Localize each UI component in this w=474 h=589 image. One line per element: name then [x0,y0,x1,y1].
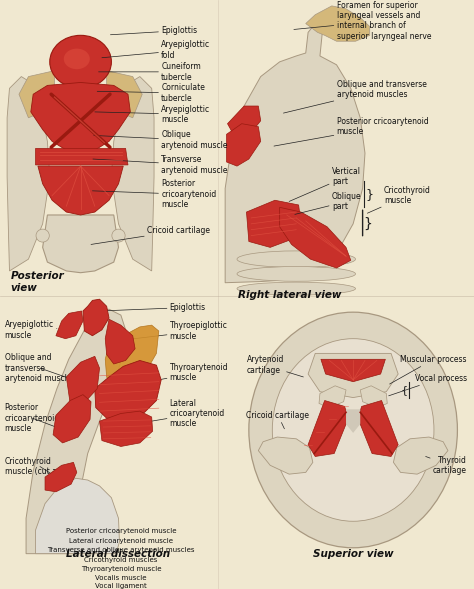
Text: Thyroid
cartilage: Thyroid cartilage [426,456,467,475]
Text: Vocal process: Vocal process [389,373,467,396]
Ellipse shape [237,251,356,267]
Polygon shape [246,200,301,247]
Polygon shape [393,437,448,474]
Polygon shape [308,401,348,456]
Text: Arytenoid
cartilage: Arytenoid cartilage [246,356,303,377]
Text: Lateral dissection: Lateral dissection [66,549,171,559]
Text: Posterior cricoarytenoid muscle: Posterior cricoarytenoid muscle [65,528,176,534]
Text: Cricoid cartilage: Cricoid cartilage [246,411,310,429]
Polygon shape [7,77,50,271]
Polygon shape [308,353,398,398]
Polygon shape [225,24,365,283]
Text: Lateral cricoarytenoid muscle: Lateral cricoarytenoid muscle [69,538,173,544]
Text: Oblique and
transverse
arytenoid muscles: Oblique and transverse arytenoid muscles [5,353,75,383]
Text: Oblique
arytenoid muscle: Oblique arytenoid muscle [94,131,228,150]
Text: Posterior
cricoarytenoid
muscle: Posterior cricoarytenoid muscle [5,403,61,433]
Polygon shape [19,71,55,118]
Text: Epiglottis: Epiglottis [110,26,197,35]
Text: Transverse and oblique arytenoid muscles: Transverse and oblique arytenoid muscles [47,547,195,553]
Polygon shape [53,395,91,443]
Text: Vocal ligament: Vocal ligament [95,583,147,589]
Text: Lateral
cricoarytenoid
muscle: Lateral cricoarytenoid muscle [127,399,225,428]
Text: Aryepiglottic
muscle: Aryepiglottic muscle [95,105,210,124]
Text: Transverse
arytenoid muscle: Transverse arytenoid muscle [93,155,228,174]
Text: Posterior
cricoarytenoid
muscle: Posterior cricoarytenoid muscle [92,180,217,209]
Text: Epiglottis: Epiglottis [100,303,206,312]
Polygon shape [66,356,100,403]
Ellipse shape [64,49,90,69]
Polygon shape [36,148,128,165]
Ellipse shape [50,35,111,88]
Polygon shape [111,77,154,271]
Ellipse shape [249,312,457,548]
Polygon shape [56,311,83,339]
Ellipse shape [272,339,434,521]
Text: Cricothyroid
muscle (cut away): Cricothyroid muscle (cut away) [5,457,75,476]
Polygon shape [107,71,142,118]
Text: }: } [365,188,373,201]
Polygon shape [306,6,370,41]
Ellipse shape [237,266,356,282]
Text: Cricoid cartilage: Cricoid cartilage [91,226,210,244]
Text: Oblique
part: Oblique part [295,192,361,214]
Polygon shape [258,437,313,474]
Polygon shape [358,401,398,456]
Text: Posterior cricoarytenoid
muscle: Posterior cricoarytenoid muscle [274,117,428,146]
Polygon shape [95,360,161,419]
Polygon shape [346,409,360,433]
Text: Muscular process: Muscular process [390,355,467,384]
Text: Thyroarytenoid muscle: Thyroarytenoid muscle [81,566,161,572]
Polygon shape [36,478,119,554]
Text: Aryepiglottic
muscle: Aryepiglottic muscle [5,320,57,339]
Polygon shape [228,106,261,137]
Polygon shape [319,386,346,408]
Polygon shape [227,124,261,166]
Text: Vocalis muscle: Vocalis muscle [95,575,146,581]
Text: Foramen for superior
laryngeal vessels and
internal branch of
superior laryngeal: Foramen for superior laryngeal vessels a… [294,1,431,41]
Polygon shape [360,386,387,408]
Text: Superior view: Superior view [313,549,393,559]
Polygon shape [321,359,385,382]
Text: Cuneiform
tubercle: Cuneiform tubercle [99,62,201,81]
Text: Thyroepiglottic
muscle: Thyroepiglottic muscle [119,322,228,340]
Polygon shape [280,207,351,268]
Text: Cricothyroid muscles: Cricothyroid muscles [84,557,157,562]
Text: Aryepiglottic
fold: Aryepiglottic fold [102,41,210,59]
Polygon shape [105,325,159,390]
Ellipse shape [112,229,125,242]
Ellipse shape [237,282,356,295]
Text: {: { [401,385,408,395]
Text: Thyroarytenoid
muscle: Thyroarytenoid muscle [127,363,228,386]
Text: Vertical
part: Vertical part [289,167,361,201]
Polygon shape [43,215,118,273]
Ellipse shape [36,229,49,242]
Polygon shape [100,411,153,446]
Text: Right lateral view: Right lateral view [238,290,341,300]
Text: }: } [364,217,373,231]
Polygon shape [105,319,135,364]
Text: Posterior
view: Posterior view [10,271,64,293]
Polygon shape [38,166,123,215]
Polygon shape [31,82,130,153]
Polygon shape [83,299,109,336]
Polygon shape [45,462,77,492]
Text: Oblique and transverse
arytenoid muscles: Oblique and transverse arytenoid muscles [283,80,427,113]
Text: Cricothyroid
muscle: Cricothyroid muscle [367,186,431,213]
Polygon shape [26,309,126,554]
Text: Corniculate
tubercle: Corniculate tubercle [97,84,205,102]
